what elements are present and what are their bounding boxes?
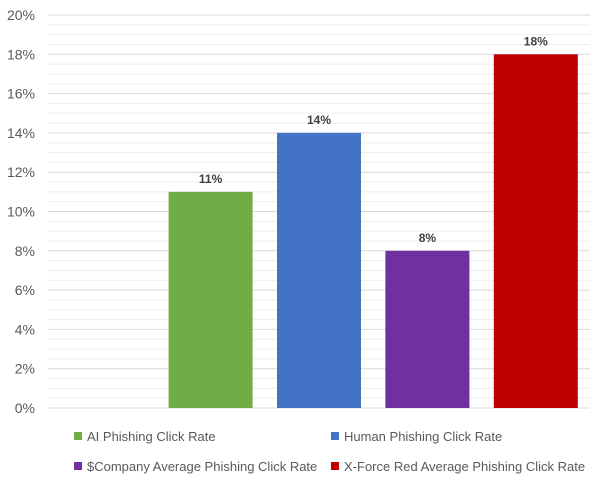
legend-swatch-ai: [74, 432, 82, 440]
legend-item-xforce-red: X-Force Red Average Phishing Click Rate: [331, 456, 594, 476]
legend-swatch-xforce-red: [331, 462, 339, 470]
legend-item-human: Human Phishing Click Rate: [331, 426, 594, 446]
y-tick-label: 18%: [7, 46, 35, 62]
y-tick-label: 10%: [7, 204, 35, 220]
y-tick-label: 4%: [15, 321, 35, 337]
legend-label-human: Human Phishing Click Rate: [344, 428, 503, 444]
y-tick-label: 16%: [7, 86, 35, 102]
legend-item-ai: AI Phishing Click Rate: [74, 426, 331, 446]
y-tick-label: 0%: [15, 400, 35, 416]
y-tick-label: 14%: [7, 125, 35, 141]
legend-item-company-average: $Company Average Phishing Click Rate: [74, 456, 331, 476]
y-tick-label: 8%: [15, 243, 35, 259]
data-label-human: 14%: [307, 113, 331, 127]
data-label-company-average: 8%: [419, 231, 437, 245]
y-tick-label: 12%: [7, 164, 35, 180]
legend-label-xforce-red: X-Force Red Average Phishing Click Rate: [344, 458, 586, 474]
legend: AI Phishing Click Rate Human Phishing Cl…: [74, 426, 594, 476]
legend-swatch-company-average: [74, 462, 82, 470]
data-label-xforce-red: 18%: [524, 34, 548, 48]
legend-label-ai: AI Phishing Click Rate: [87, 428, 216, 444]
bar-company-average: [385, 250, 470, 408]
y-tick-label: 2%: [15, 361, 35, 377]
y-tick-label: 20%: [7, 7, 35, 23]
legend-swatch-human: [331, 432, 339, 440]
bar-ai: [168, 191, 253, 408]
data-label-ai: 11%: [199, 172, 223, 186]
legend-label-company-average: $Company Average Phishing Click Rate: [87, 458, 318, 474]
y-tick-label: 6%: [15, 282, 35, 298]
bar-human: [277, 132, 361, 408]
bar-xforce-red: [493, 54, 578, 409]
